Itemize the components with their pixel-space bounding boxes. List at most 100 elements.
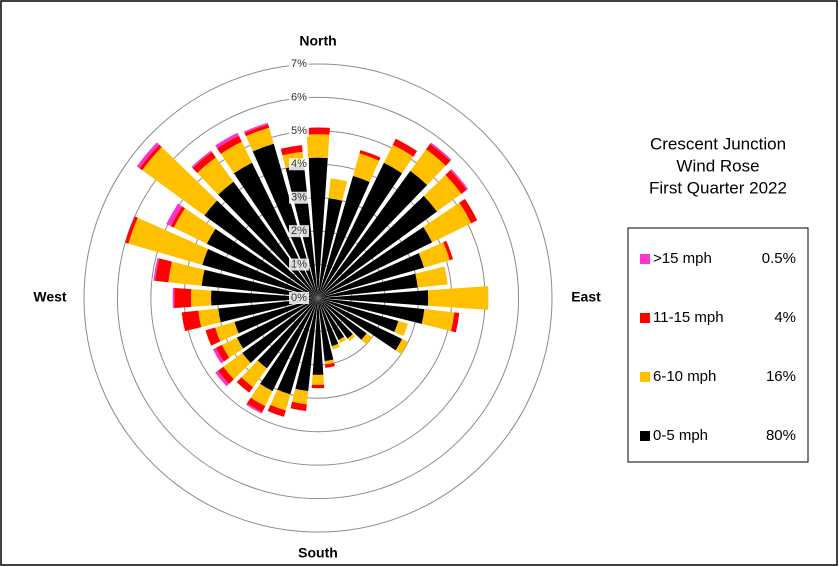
wind-bar [318, 298, 403, 351]
wind-bar [136, 142, 160, 169]
wind-bar [318, 195, 437, 298]
wind-bar [267, 404, 286, 417]
wind-bar [383, 144, 414, 174]
wind-bar [290, 401, 307, 412]
tick-label-bg [289, 91, 309, 104]
legend-share: 80% [766, 427, 796, 444]
wind-bar [318, 253, 425, 298]
wind-bar [221, 337, 244, 358]
wind-bar [246, 397, 266, 413]
wind-bar [125, 216, 138, 244]
legend-swatch [640, 254, 650, 264]
wind-bar [353, 153, 380, 182]
wind-bar [192, 151, 216, 173]
chart-title: Crescent Junction [650, 134, 786, 153]
wind-bar [318, 298, 425, 324]
wind-bar [191, 150, 212, 169]
wind-bar [392, 138, 418, 157]
r-tick-label: 1% [291, 258, 307, 270]
wind-bar [257, 298, 318, 369]
wind-bar [331, 343, 340, 350]
tick-label-bg [289, 124, 309, 137]
tick-label-bg [289, 292, 309, 304]
wind-bar [202, 249, 318, 298]
wind-bar [223, 353, 251, 380]
legend-label: 11-15 mph [653, 309, 724, 326]
wind-bar [217, 135, 242, 154]
wind-bar [318, 298, 399, 332]
legend-label: >15 mph [653, 250, 712, 267]
wind-bar [197, 157, 234, 195]
legend-swatch [640, 313, 650, 323]
wind-bar [280, 145, 303, 156]
wind-bar [260, 298, 318, 392]
wind-bar [245, 127, 274, 152]
wind-bar [359, 150, 381, 161]
tick-label-bg [289, 225, 309, 238]
wind-bar [450, 169, 469, 190]
wind-bar [410, 149, 446, 185]
wind-bar [190, 289, 212, 307]
wind-bar [312, 298, 324, 375]
wind-bar [306, 134, 330, 158]
wind-bar [217, 366, 234, 384]
wind-bar [318, 298, 334, 362]
wind-bar [415, 266, 448, 288]
legend-swatch [640, 372, 650, 382]
r-tick-label: 4% [291, 158, 307, 170]
legend-swatch [640, 431, 650, 441]
wind-bar [311, 384, 325, 389]
wind-bar [423, 202, 472, 243]
wind-bar [338, 336, 347, 344]
legend-share: 4% [774, 309, 796, 326]
wind-bar [181, 310, 202, 332]
wind-bar [220, 141, 253, 174]
wind-bar [324, 359, 335, 365]
wind-bar [324, 362, 335, 368]
wind-bar [361, 333, 373, 345]
wind-bar [205, 327, 221, 346]
direction-label: West [33, 289, 67, 305]
tick-label-bg [289, 58, 309, 70]
direction-label: South [298, 545, 338, 561]
wind-bar [242, 298, 318, 364]
legend-share: 0.5% [762, 250, 796, 267]
wind-bar [426, 143, 451, 166]
tick-label-bg [289, 158, 309, 171]
wind-bar [170, 206, 185, 228]
wind-bar [318, 198, 343, 298]
wind-bar [234, 298, 318, 334]
wind-bar [236, 298, 318, 349]
wind-bar [215, 344, 230, 362]
wind-bar [306, 127, 330, 135]
wind-bar [142, 147, 218, 216]
wind-bar [166, 203, 183, 227]
wind-bar [308, 157, 328, 298]
wind-bar [318, 162, 403, 298]
tick-label-bg [289, 191, 309, 204]
wind-bar [246, 403, 263, 414]
wind-bar [243, 122, 269, 134]
r-tick-label: 3% [291, 192, 307, 204]
r-tick-label: 0% [291, 292, 307, 304]
wind-bar [428, 286, 489, 310]
wind-bar [395, 339, 409, 355]
wind-bar [139, 144, 162, 171]
wind-bar [295, 298, 318, 392]
grid-ring [116, 96, 520, 500]
wind-bar [394, 321, 408, 337]
wind-bar [318, 298, 353, 339]
wind-bar [206, 228, 318, 298]
chart-title: First Quarter 2022 [649, 178, 787, 197]
wind-bar [445, 170, 467, 194]
wind-bar [450, 312, 460, 333]
wind-bar [212, 347, 224, 364]
grid-ring [83, 63, 553, 533]
wind-bar [318, 170, 428, 298]
wind-bar [201, 269, 318, 298]
wind-bar [443, 240, 453, 261]
wind-bar [311, 374, 325, 385]
wind-bar [211, 290, 318, 306]
wind-bar [421, 309, 455, 332]
